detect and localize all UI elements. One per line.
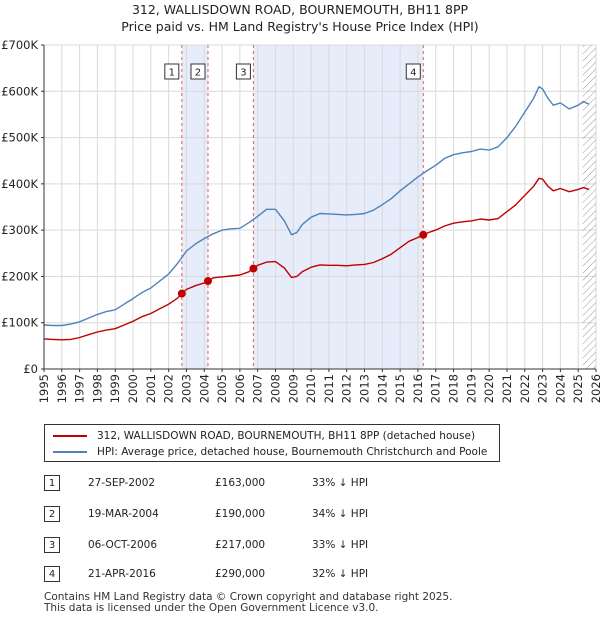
y-tick-label: £100K [1,316,38,330]
x-tick-label: 2013 [358,374,372,403]
x-tick-label: 1995 [37,374,51,403]
transaction-date: 21-APR-2016 [88,568,156,580]
y-tick-label: £400K [1,177,38,191]
y-tick-label: £600K [1,84,38,98]
sale-number-box [235,63,251,80]
legend-label-property: 312, WALLISDOWN ROAD, BOURNEMOUTH, BH11 … [97,430,476,442]
legend-item-hpi: HPI: Average price, detached house, Bour… [53,446,487,458]
footer-copyright: Contains HM Land Registry data © Crown c… [44,591,453,603]
transaction-price: £163,000 [215,477,266,489]
transaction-row: 1 27-SEP-2002 £163,000 33% ↓ HPI [0,475,600,495]
x-tick-label: 2021 [500,374,514,403]
x-tick-label: 2020 [482,374,496,403]
transaction-price: £217,000 [215,539,266,551]
x-tick-label: 2008 [268,374,282,403]
transaction-price: £290,000 [215,568,266,580]
transaction-price: £190,000 [215,508,266,520]
sale-point [419,230,428,239]
transaction-hpi: 34% ↓ HPI [312,508,369,520]
x-tick-label: 2018 [447,374,461,403]
hpi-series-line [43,86,590,327]
x-tick-label: 2025 [571,374,585,403]
x-tick-label: 2010 [304,374,318,403]
forecast-hatch [582,45,596,369]
x-tick-label: 2019 [464,374,478,403]
x-tick-label: 2023 [536,374,550,403]
x-tick-label: 2005 [215,374,229,403]
x-tick-label: 2004 [197,374,211,403]
x-tick-label: 2003 [179,374,193,403]
x-tick-label: 2015 [393,374,407,403]
footer-license: This data is licensed under the Open Gov… [44,602,379,614]
x-tick-label: 1996 [55,374,69,403]
x-tick-label: 2024 [553,374,567,403]
transaction-hpi: 32% ↓ HPI [312,568,369,580]
sale-number-label: 2 [195,68,201,79]
y-tick-label: £300K [1,223,38,237]
x-tick-label: 2009 [286,374,300,403]
transaction-hpi: 33% ↓ HPI [312,539,369,551]
x-tick-label: 2016 [411,374,425,403]
sale-number-label: 3 [240,68,246,79]
sale-number-label: 4 [410,68,416,79]
sale-point [249,264,258,273]
transaction-hpi: 33% ↓ HPI [312,477,369,489]
price-chart: 1 2 3 4 £0 £100K £200K £300K £400K £500K £600K £70… [1,38,600,403]
legend-item-property: 312, WALLISDOWN ROAD, BOURNEMOUTH, BH11 … [53,430,475,442]
x-tick-label: 1999 [108,374,122,403]
sale-point [177,289,186,298]
transaction-date: 27-SEP-2002 [88,477,156,489]
sale-number-box [190,63,206,80]
transaction-date: 19-MAR-2004 [88,508,159,520]
x-tick-label: 2012 [340,374,354,403]
transaction-row: 4 21-APR-2016 £290,000 32% ↓ HPI [0,566,600,586]
x-tick-label: 2006 [233,374,247,403]
sale-point [203,277,212,286]
x-tick-label: 2002 [162,374,176,403]
legend-swatch-property [53,435,87,437]
property-series-line [43,177,590,341]
legend-swatch-hpi [53,451,87,453]
x-tick-label: 1997 [73,374,87,403]
x-tick-label: 2007 [251,374,265,403]
ownership-shade [253,45,424,369]
chart-title: 312, WALLISDOWN ROAD, BOURNEMOUTH, BH11 … [131,2,469,17]
legend-label-hpi: HPI: Average price, detached house, Bour… [97,446,488,458]
sale-number-box [164,63,180,80]
y-tick-label: £500K [1,131,38,145]
x-tick-label: 2011 [322,374,336,403]
x-tick-label: 1998 [90,374,104,403]
x-tick-label: 2000 [126,374,140,403]
transaction-number: 4 [44,566,60,582]
transaction-row: 2 19-MAR-2004 £190,000 34% ↓ HPI [0,506,600,526]
transaction-number: 2 [44,506,60,522]
transaction-row: 3 06-OCT-2006 £217,000 33% ↓ HPI [0,537,600,557]
sale-number-box [405,63,421,80]
x-tick-label: 2026 [589,374,600,403]
transaction-number: 3 [44,537,60,553]
sale-number-label: 1 [169,68,175,79]
chart-subtitle: Price paid vs. HM Land Registry's House … [121,19,479,34]
x-tick-label: 2014 [375,374,389,403]
transaction-date: 06-OCT-2006 [88,539,157,551]
x-tick-label: 2017 [429,374,443,403]
x-tick-label: 2022 [518,374,532,403]
transaction-number: 1 [44,475,60,491]
y-tick-label: £200K [1,269,38,283]
x-tick-label: 2001 [144,374,158,403]
legend: 312, WALLISDOWN ROAD, BOURNEMOUTH, BH11 … [44,424,500,462]
y-tick-label: £0 [23,362,38,376]
y-tick-label: £700K [1,38,38,52]
